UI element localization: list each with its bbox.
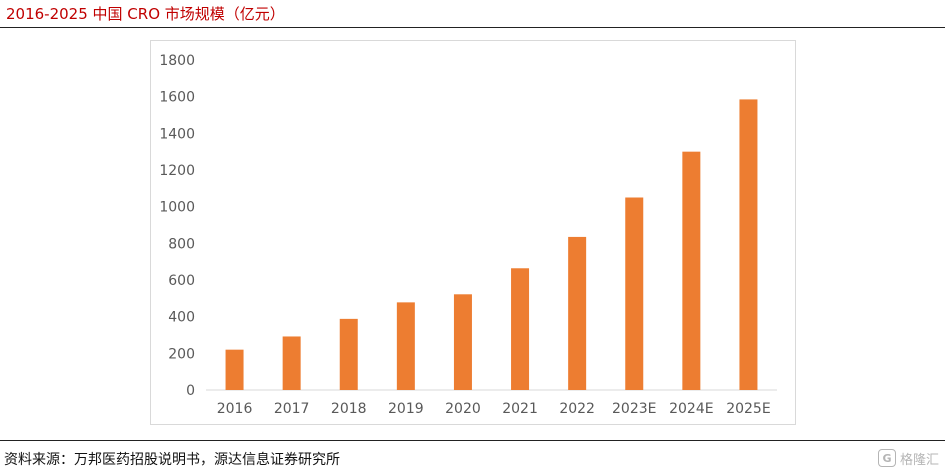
watermark-logo-icon: G — [877, 449, 896, 467]
bar — [682, 151, 701, 390]
bottom-divider — [0, 440, 945, 441]
bar — [739, 99, 758, 390]
x-tick-label: 2019 — [388, 401, 424, 417]
y-tick-label: 1200 — [159, 163, 195, 179]
bar — [453, 294, 472, 390]
y-tick-label: 400 — [168, 310, 195, 326]
watermark-text: 格隆汇 — [899, 452, 939, 468]
bar — [568, 236, 587, 390]
top-divider — [0, 27, 945, 28]
y-tick-label: 800 — [168, 236, 195, 252]
bar — [511, 268, 530, 390]
y-tick-label: 1800 — [159, 53, 195, 69]
chart-frame: 0 200 400 600 800 1000 1200 1400 1600 1800 2016 201… — [150, 40, 796, 425]
x-tick-label: 2023E — [612, 401, 656, 417]
y-tick-label: 1400 — [159, 126, 195, 142]
x-tick-label: 2022 — [559, 401, 595, 417]
x-tick-label: 2021 — [502, 401, 538, 417]
bar — [396, 302, 415, 390]
x-tick-label: 2025E — [726, 401, 770, 417]
y-tick-label: 0 — [186, 383, 195, 399]
y-tick-label: 600 — [168, 273, 195, 289]
x-tick-label: 2020 — [445, 401, 481, 417]
bar — [225, 349, 244, 390]
y-tick-label: 1600 — [159, 90, 195, 106]
source-note: 资料来源：万邦医药招股说明书，源达信息证券研究所 — [4, 452, 340, 468]
y-tick-label: 200 — [168, 346, 195, 362]
bar — [625, 197, 644, 390]
watermark: G 格隆汇 — [877, 447, 939, 469]
x-tick-label: 2018 — [331, 401, 367, 417]
bar — [282, 336, 301, 390]
bar-chart: 0 200 400 600 800 1000 1200 1400 1600 1800 2016 201… — [159, 53, 777, 417]
x-tick-label: 2016 — [217, 401, 253, 417]
y-tick-label: 1000 — [159, 200, 195, 216]
x-tick-label: 2017 — [274, 401, 310, 417]
bar — [339, 318, 358, 390]
x-tick-label: 2024E — [669, 401, 713, 417]
page-title: 2016-2025 中国 CRO 市场规模（亿元） — [6, 5, 285, 23]
